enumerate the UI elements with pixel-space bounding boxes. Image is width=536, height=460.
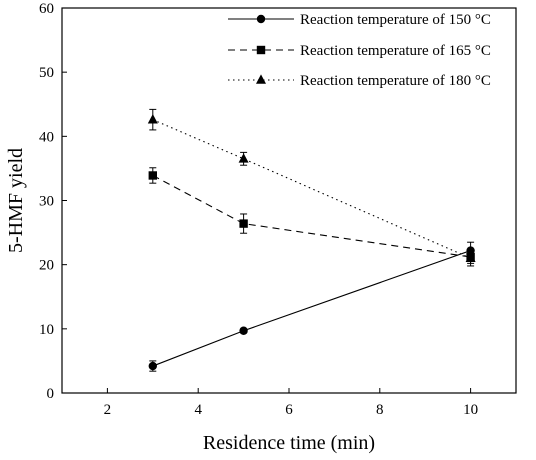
x-tick-label: 4 [194, 402, 202, 418]
data-point [465, 252, 476, 263]
legend-marker [256, 14, 266, 24]
legend: Reaction temperature of 150 °C Reaction t… [228, 12, 491, 89]
series-line [152, 250, 471, 367]
data-point [148, 171, 157, 180]
x-tick-label: 6 [285, 402, 293, 418]
series-layer [147, 108, 476, 372]
data-point [147, 114, 158, 124]
series-2 [148, 167, 475, 264]
series-line [152, 174, 471, 258]
plot-frame [61, 7, 517, 394]
legend-marker [256, 45, 266, 55]
x-axis-label: Residence time (min) [203, 432, 375, 454]
legend-item-3: Reaction temperature of 180 °C [228, 73, 491, 89]
data-point [238, 153, 249, 163]
x-tick-label: 2 [104, 402, 112, 418]
y-tick-label: 0 [47, 386, 55, 402]
x-tick-label: 8 [376, 402, 384, 418]
series-3 [147, 108, 476, 267]
legend-item-1: Reaction temperature of 150 °C [228, 12, 491, 28]
axes-group [61, 7, 517, 394]
y-tick-label: 50 [39, 65, 54, 81]
legend-item-2: Reaction temperature of 165 °C [228, 43, 491, 59]
legend-label: Reaction temperature of 165 °C [300, 43, 491, 59]
series-line [152, 119, 471, 259]
data-point [148, 361, 157, 371]
legend-label: Reaction temperature of 150 °C [300, 12, 491, 28]
y-axis-label: 5-HMF yield [5, 148, 27, 253]
y-tick-label: 60 [39, 1, 54, 17]
data-point [239, 219, 248, 228]
legend-marker [256, 74, 266, 84]
series-1 [148, 241, 475, 372]
y-tick-label: 10 [39, 322, 54, 338]
y-tick-label: 40 [39, 129, 54, 145]
y-tick-label: 20 [39, 258, 54, 274]
data-point [239, 326, 248, 335]
ticks-group: 2 4 6 8 10 0 10 20 30 40 50 60 [39, 1, 478, 418]
y-tick-label: 30 [39, 194, 54, 210]
x-tick-label: 10 [463, 402, 478, 418]
legend-label: Reaction temperature of 180 °C [300, 73, 491, 89]
